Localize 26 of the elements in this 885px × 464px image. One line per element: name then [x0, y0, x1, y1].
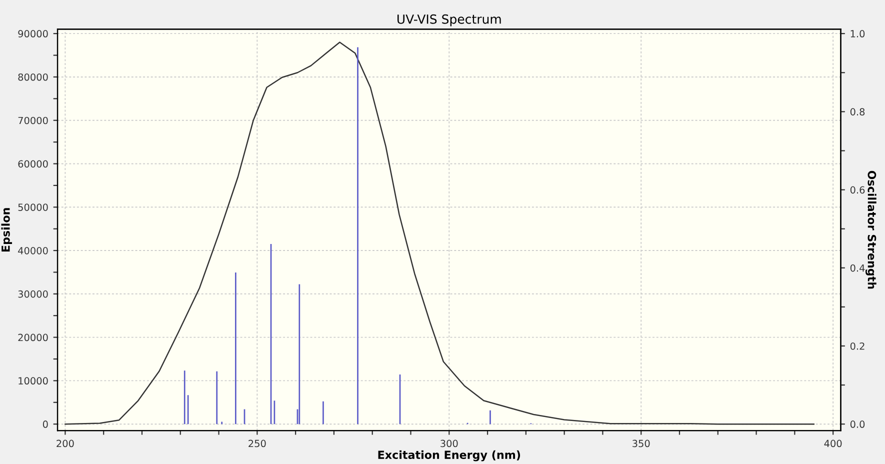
y-tick-label: 30000: [18, 290, 48, 298]
y2-tick-label: 0.4: [850, 264, 865, 272]
y2-axis-title: Oscillator Strength: [866, 170, 876, 289]
y2-tick-label: 0.6: [850, 186, 865, 194]
y-tick-label: 20000: [18, 334, 48, 342]
y-axis-title: Epsilon: [1, 208, 12, 252]
x-tick-label: 300: [440, 440, 458, 448]
y-tick-label: 60000: [18, 160, 48, 168]
y2-tick-label: 0.8: [850, 108, 865, 116]
y-tick-label: 90000: [18, 30, 48, 38]
chart-title: UV-VIS Spectrum: [397, 14, 501, 26]
y-tick-label: 80000: [18, 73, 48, 81]
y2-tick-label: 0.0: [850, 420, 865, 428]
x-tick-label: 350: [632, 440, 650, 448]
y-tick-label: 0: [42, 420, 48, 428]
line-series: [64, 42, 814, 425]
x-tick-label: 250: [248, 440, 266, 448]
y-tick-label: 40000: [18, 247, 48, 254]
y-tick-label: 10000: [18, 377, 48, 385]
y2-tick-label: 1.0: [850, 30, 865, 38]
x-tick-label: 400: [824, 440, 842, 448]
y2-tick-label: 0.2: [850, 342, 864, 350]
x-tick-label: 200: [56, 440, 74, 448]
x-axis-title: Excitation Energy (nm): [378, 450, 520, 462]
y-tick-label: 70000: [18, 116, 48, 124]
y-tick-label: 50000: [18, 204, 48, 211]
